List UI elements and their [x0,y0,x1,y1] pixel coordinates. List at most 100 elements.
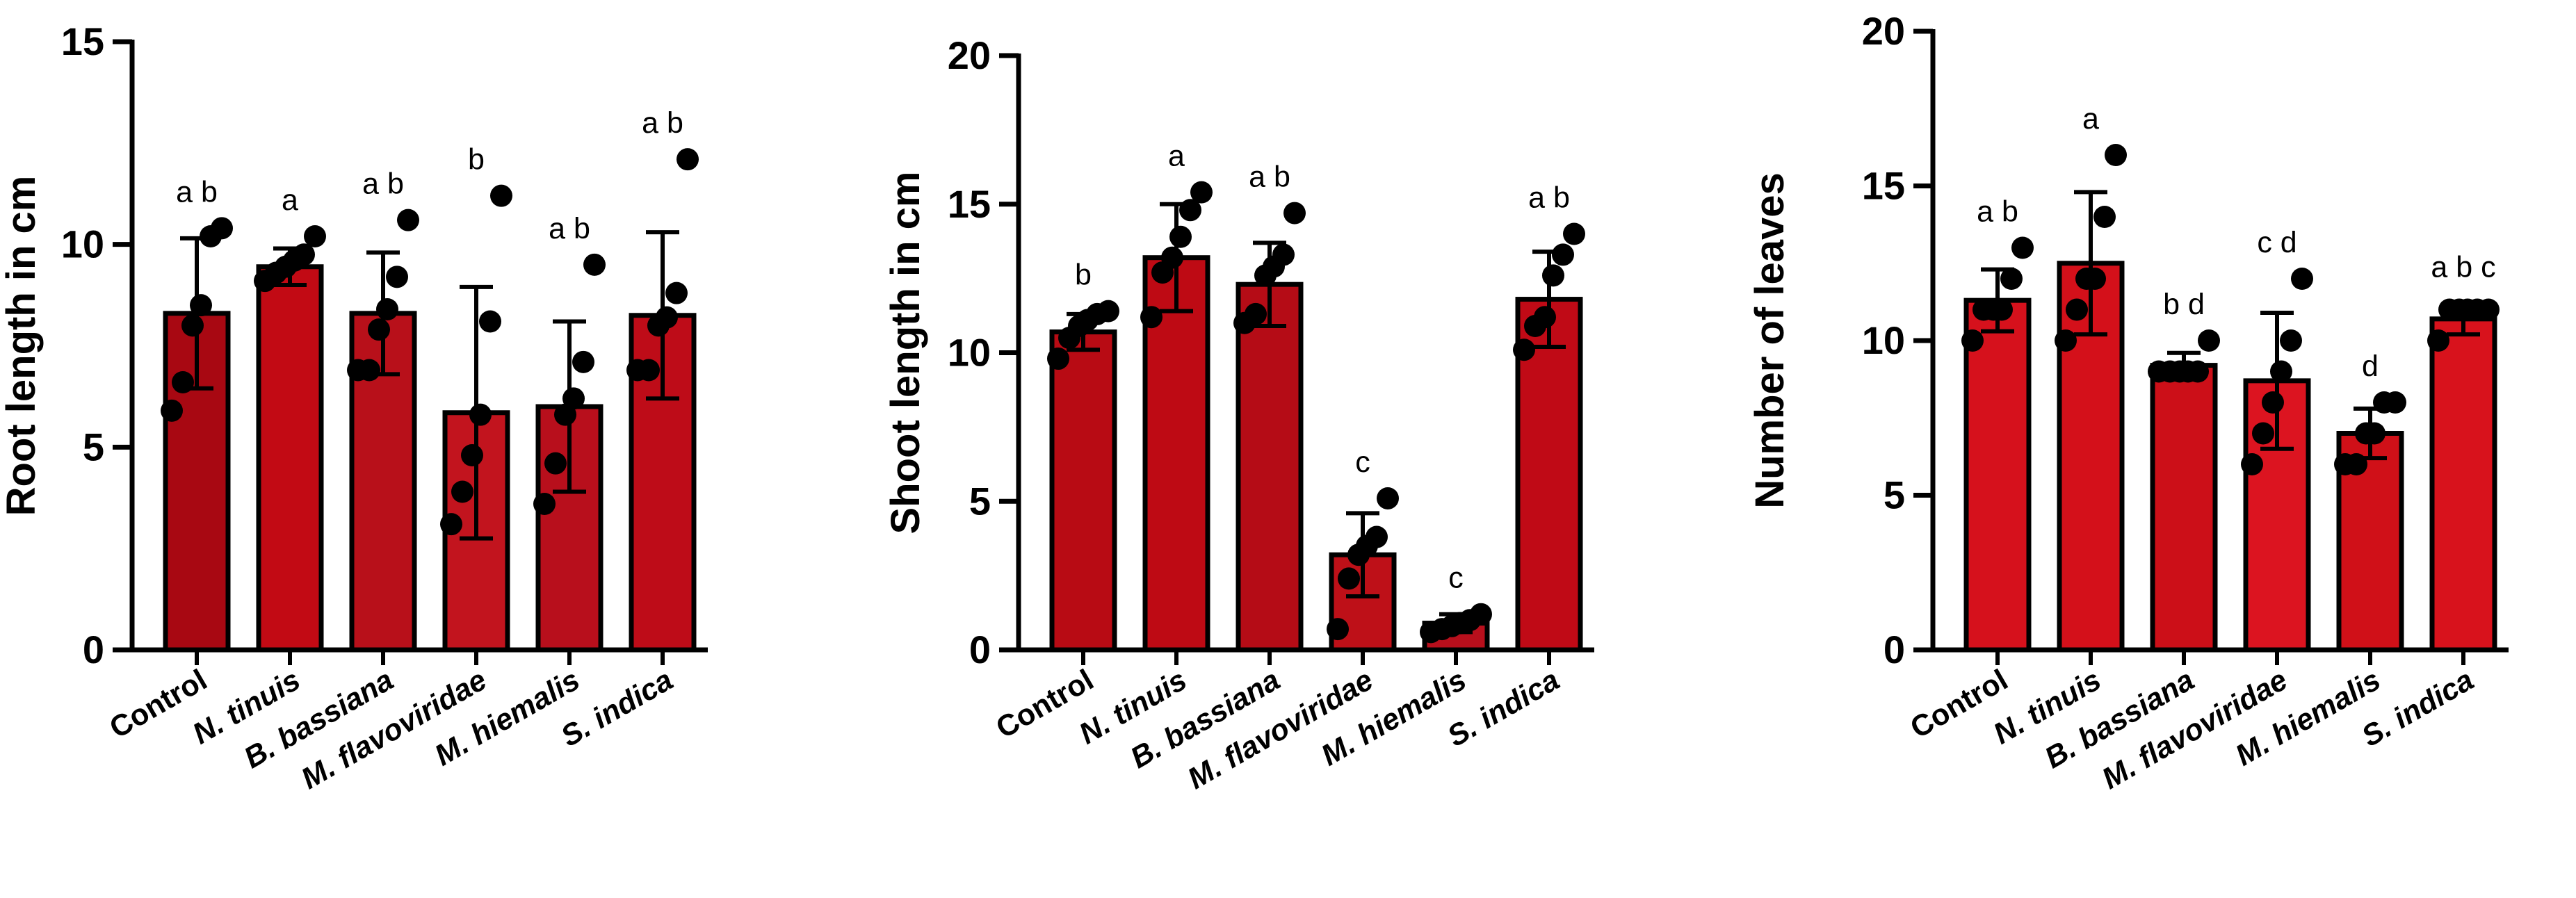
data-point-b-bassiana [397,209,419,231]
y-tick-label: 20 [948,33,991,77]
data-point-m-flavoviridae [451,480,473,503]
data-point-m-hiemalis [533,493,556,515]
significance-letter-n-tinuis: a [1168,140,1185,173]
data-point-s-indica [2477,298,2500,321]
y-tick-label: 10 [948,331,991,375]
data-point-s-indica [1563,222,1585,245]
data-point-s-indica [2427,329,2449,352]
significance-letter-m-hiemalis: c [1448,562,1464,595]
data-point-s-indica [638,359,660,382]
y-tick-label: 15 [1862,164,1905,208]
data-point-s-indica [1542,264,1564,287]
significance-letter-control: b [1075,259,1092,292]
data-point-n-tinuis [1140,306,1163,329]
data-point-m-flavoviridae [2291,268,2313,290]
y-tick-label: 5 [969,479,991,523]
data-point-m-flavoviridae [2252,422,2274,445]
data-point-m-flavoviridae [469,403,492,426]
data-point-b-bassiana [2198,329,2220,352]
data-point-n-tinuis [1161,246,1183,269]
data-point-control [190,294,212,317]
y-axis-title: Number of leaves [1747,172,1792,509]
data-point-n-tinuis [304,225,326,247]
significance-letter-s-indica: a b c [2431,251,2495,284]
y-tick-label: 0 [1884,628,1905,671]
y-tick-label: 0 [83,628,104,671]
data-point-control [181,314,204,337]
data-point-m-hiemalis [544,452,567,475]
data-point-n-tinuis [2105,144,2127,166]
data-point-m-hiemalis [2363,422,2385,445]
data-point-m-flavoviridae [1366,525,1388,548]
data-point-m-hiemalis [2384,391,2406,414]
significance-letter-n-tinuis: a [2082,102,2099,136]
significance-letter-b-bassiana: b d [2163,288,2205,321]
data-point-n-tinuis [1169,225,1192,248]
data-point-m-flavoviridae [1338,567,1360,590]
data-point-s-indica [1552,243,1574,266]
significance-letter-s-indica: a b [1528,181,1570,215]
data-point-s-indica [656,306,678,329]
data-point-s-indica [665,281,688,304]
significance-letter-n-tinuis: a [282,183,298,217]
data-point-control [1097,300,1119,323]
y-axis-title: Root length in cm [0,176,44,516]
y-tick-label: 5 [1884,473,1905,517]
data-point-n-tinuis [2093,206,2116,228]
data-point-n-tinuis [1190,181,1213,204]
bar-b-bassiana [1236,281,1304,653]
data-point-m-flavoviridae [479,310,501,333]
y-axis-title: Shoot length in cm [883,172,928,534]
significance-letter-control: a b [1977,195,2018,229]
data-point-s-indica [677,148,699,171]
significance-letter-control: a b [176,175,218,209]
y-tick-label: 10 [61,222,104,266]
data-point-b-bassiana [368,318,390,341]
significance-letter-m-flavoviridae: b [468,143,485,177]
data-point-control [1047,348,1069,370]
data-point-b-bassiana [1245,302,1267,325]
data-point-n-tinuis [2066,298,2088,321]
significance-letter-b-bassiana: a b [362,168,404,201]
data-point-b-bassiana [376,298,398,320]
data-point-b-bassiana [386,266,408,288]
significance-letter-b-bassiana: a b [1249,161,1290,194]
data-point-m-flavoviridae [2270,360,2292,383]
data-point-n-tinuis [293,243,315,266]
data-point-m-hiemalis [583,253,606,276]
data-point-b-bassiana [2187,360,2209,383]
y-tick-label: 5 [83,425,104,468]
data-point-m-flavoviridae [2262,391,2284,414]
data-point-m-flavoviridae [1327,618,1349,641]
data-point-m-hiemalis [572,350,594,373]
data-point-b-bassiana [1272,243,1295,266]
data-point-control [172,371,194,393]
data-point-m-flavoviridae [490,184,512,207]
significance-letter-m-flavoviridae: c [1355,446,1370,479]
significance-letter-m-hiemalis: d [2362,350,2379,383]
data-point-n-tinuis [2084,268,2106,290]
significance-letter-s-indica: a b [642,106,683,140]
data-point-control [2000,268,2023,290]
data-point-n-tinuis [1179,199,1201,222]
data-point-m-flavoviridae [1377,487,1399,509]
significance-letter-m-hiemalis: a b [549,212,590,245]
data-point-m-hiemalis [2345,453,2367,475]
y-tick-label: 15 [61,19,104,63]
data-point-m-flavoviridae [440,513,462,536]
bar-control [1963,297,2032,653]
data-point-b-bassiana [1283,202,1306,224]
bar-b-bassiana [2150,363,2218,653]
data-point-control [1961,329,1984,352]
y-tick-label: 0 [969,628,991,671]
data-point-s-indica [1513,338,1535,361]
significance-letter-m-flavoviridae: c d [2257,226,2296,259]
data-point-m-flavoviridae [461,444,483,466]
data-point-m-flavoviridae [2280,329,2302,352]
data-point-n-tinuis [2055,329,2077,352]
data-point-m-hiemalis [1470,603,1492,626]
data-point-control [2011,236,2034,259]
bar-control [1049,329,1117,653]
